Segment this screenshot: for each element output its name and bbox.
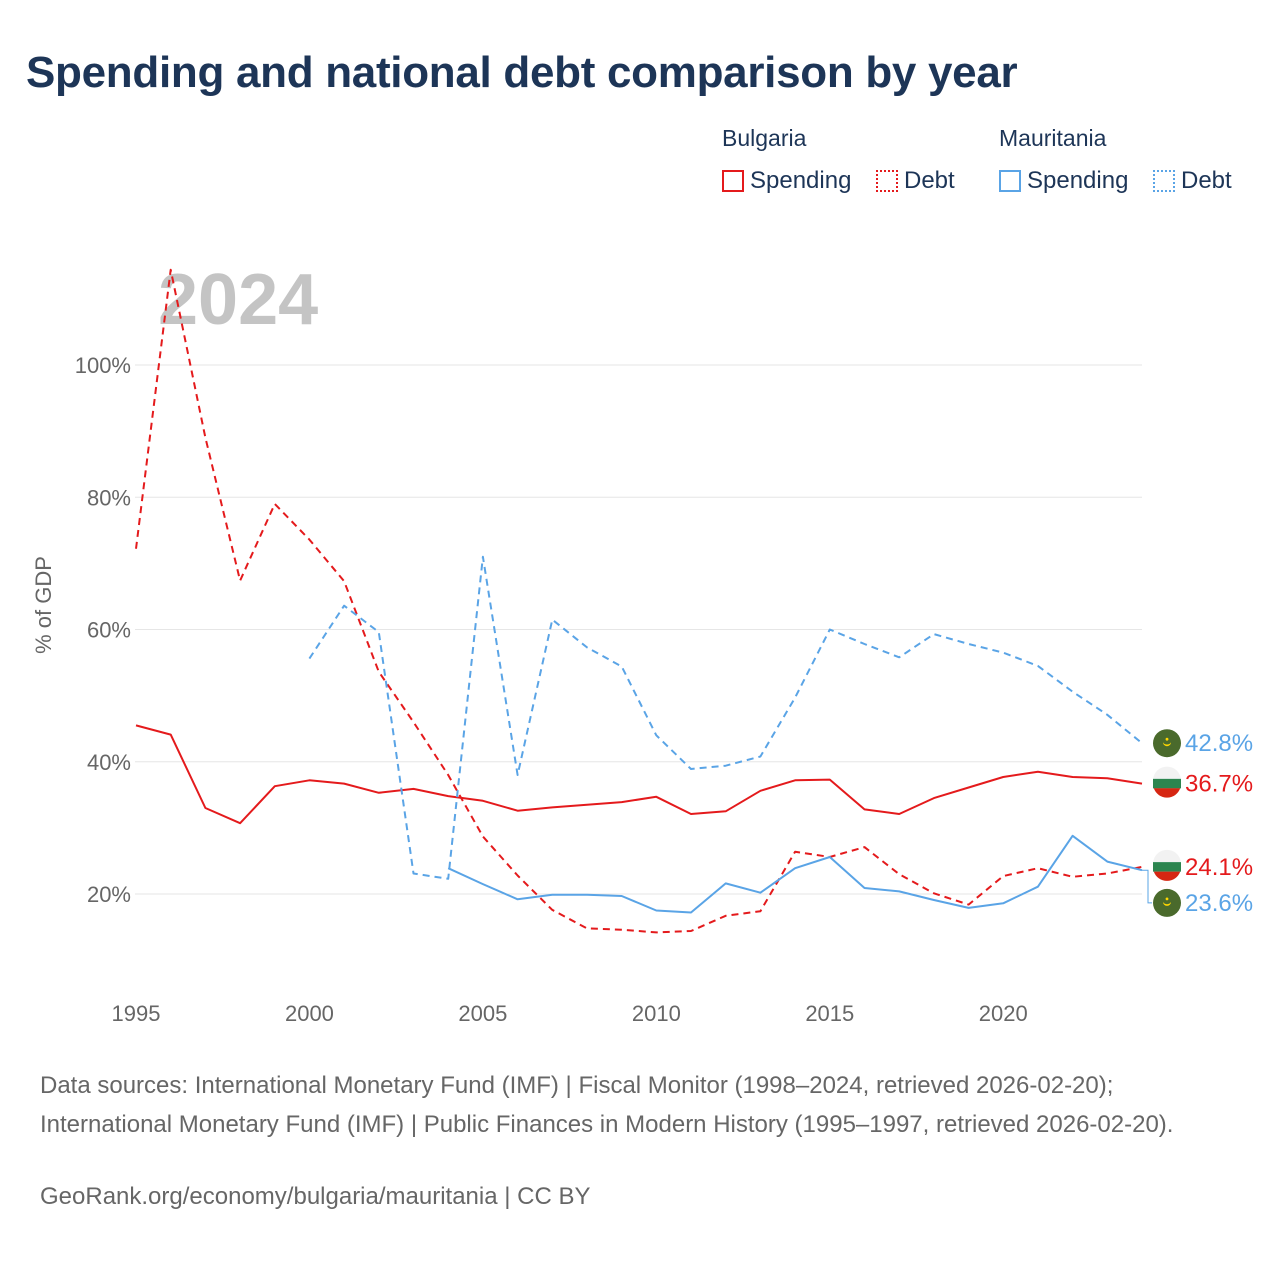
line-chart: 2024 % of GDP 20% 40% 60% 80% 100% 1995 2000 2…: [31, 260, 1253, 1026]
legend-label: Spending: [1027, 167, 1129, 194]
legend-bulgaria-debt[interactable]: Debt: [876, 166, 955, 196]
legend-country-bulgaria: Bulgaria: [722, 125, 807, 151]
data-sources: Data sources: International Monetary Fun…: [40, 1072, 1174, 1138]
solid-line-swatch-icon: [722, 170, 744, 192]
y-tick-label: 40%: [87, 750, 131, 775]
bulgaria-debt-line: [135, 268, 1143, 934]
credit-link[interactable]: GeoRank.org/economy/bulgaria/mauritania …: [40, 1183, 591, 1210]
mauritania-debt-end-label: 42.8%: [1185, 730, 1253, 757]
x-axis: 1995 2000 2005 2010 2015 2020: [112, 1001, 1028, 1026]
y-axis-title: % of GDP: [31, 556, 56, 654]
bulgaria-spending-line: [135, 724, 1143, 825]
y-tick-label: 20%: [87, 882, 131, 907]
end-markers: 42.8% 36.7% 24.1% 23.6%: [1142, 729, 1253, 917]
legend-mauritania-debt[interactable]: Debt: [1153, 166, 1232, 196]
series-lines: [135, 268, 1143, 934]
legend-mauritania-spending[interactable]: Spending: [999, 166, 1128, 196]
mauritania-debt-line: [308, 555, 1143, 880]
y-axis: 20% 40% 60% 80% 100%: [75, 353, 131, 907]
legend-country-mauritania: Mauritania: [999, 125, 1107, 151]
legend-label: Debt: [1181, 167, 1232, 194]
bulgaria-flag-icon: [1153, 766, 1181, 798]
bulgaria-debt-end-label: 24.1%: [1185, 854, 1253, 881]
x-tick-label: 2015: [805, 1001, 854, 1026]
label-leader-line: [1142, 869, 1152, 904]
mauritania-spending-line: [447, 834, 1143, 914]
legend-label: Spending: [750, 167, 852, 194]
y-tick-label: 80%: [87, 485, 131, 510]
x-tick-label: 2020: [979, 1001, 1028, 1026]
dotted-line-swatch-icon: [1153, 170, 1175, 192]
legend-bulgaria-spending[interactable]: Spending: [722, 166, 851, 196]
y-tick-label: 100%: [75, 353, 131, 378]
solid-line-swatch-icon: [999, 170, 1021, 192]
y-tick-label: 60%: [87, 618, 131, 643]
legend-label: Debt: [904, 167, 955, 194]
mauritania-flag-icon: [1153, 888, 1181, 917]
mauritania-flag-icon: [1153, 729, 1181, 758]
chart-title: Spending and national debt comparison by…: [26, 48, 1018, 97]
x-tick-label: 2000: [285, 1001, 334, 1026]
x-tick-label: 2005: [458, 1001, 507, 1026]
mauritania-spending-end-label: 23.6%: [1185, 890, 1253, 917]
x-tick-label: 1995: [112, 1001, 161, 1026]
bulgaria-spending-end-label: 36.7%: [1185, 771, 1253, 798]
dotted-line-swatch-icon: [876, 170, 898, 192]
year-watermark: 2024: [158, 260, 318, 340]
gridlines: [135, 364, 1142, 895]
x-tick-label: 2010: [632, 1001, 681, 1026]
bulgaria-flag-icon: [1153, 849, 1181, 881]
